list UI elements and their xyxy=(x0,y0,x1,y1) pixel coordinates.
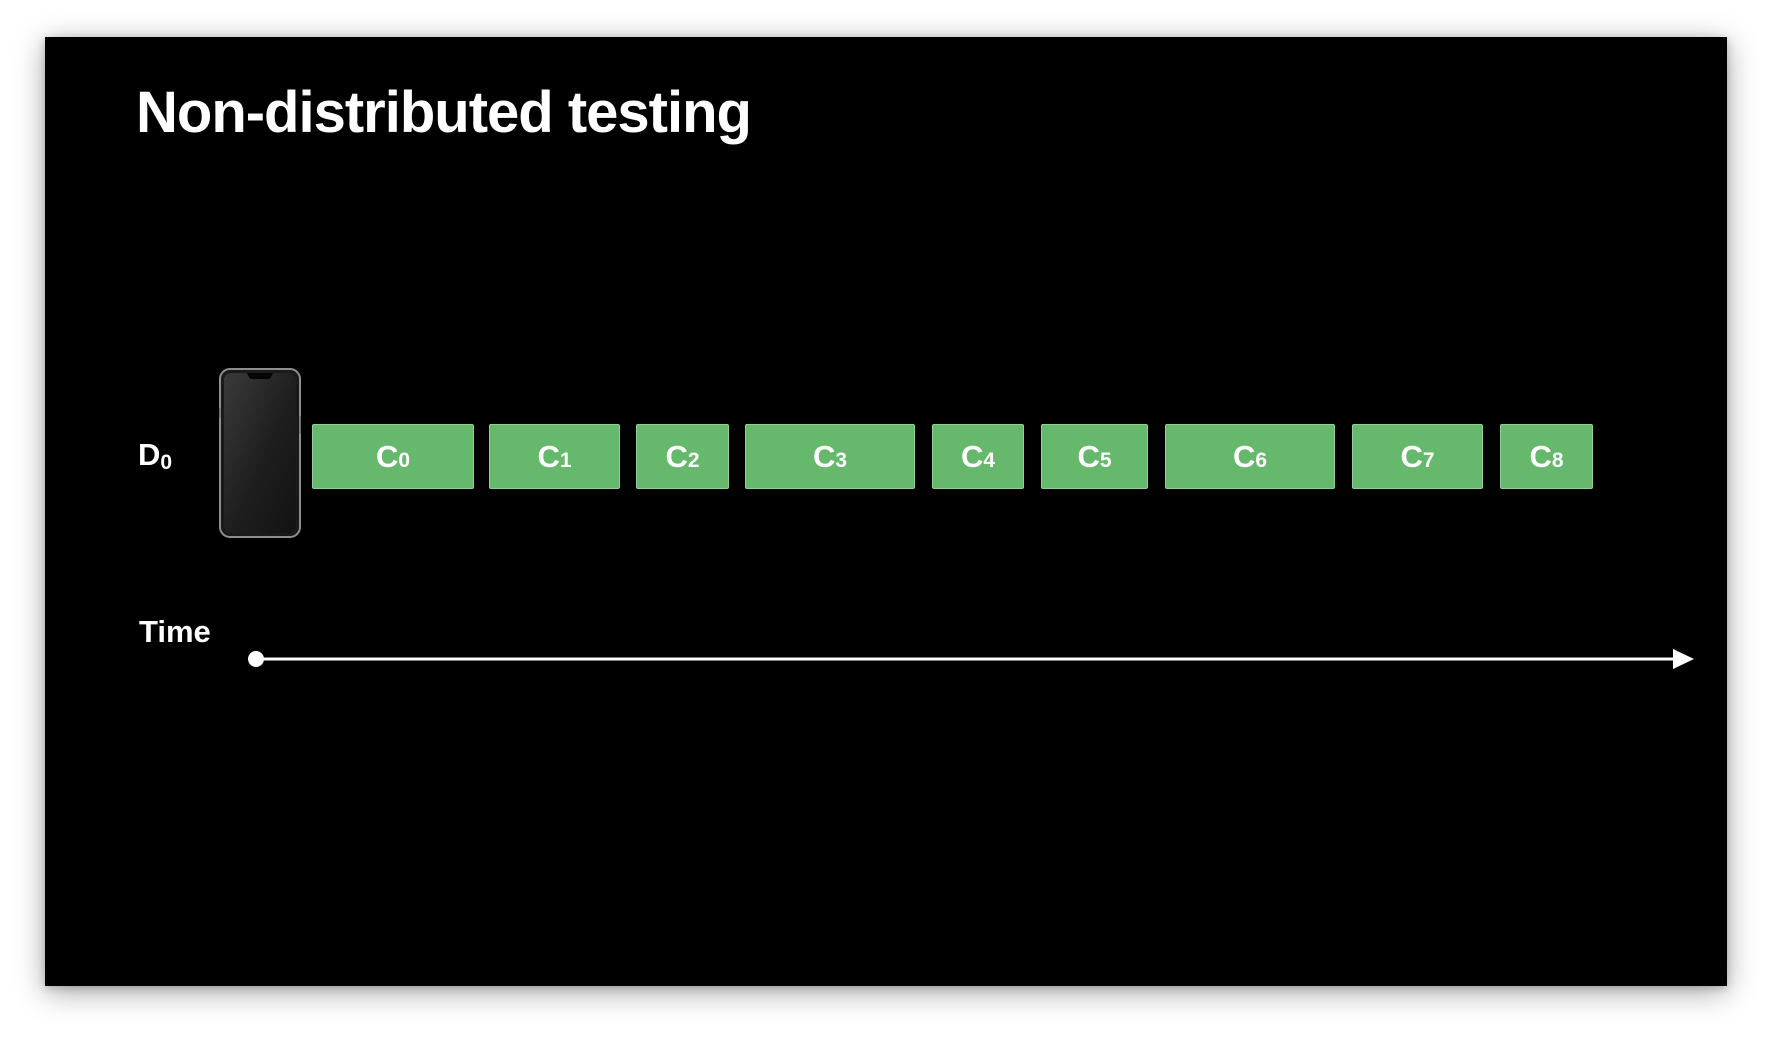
device-label-subscript: 0 xyxy=(160,451,173,474)
chunk-label-main: C xyxy=(812,438,836,474)
device-label: D0 xyxy=(138,437,173,474)
arrow-right-icon xyxy=(1673,649,1694,669)
chunk-label-subscript: 2 xyxy=(687,448,700,472)
chunk-label-main: C xyxy=(960,438,984,474)
slide-title: Non-distributed testing xyxy=(136,80,752,145)
chunk-label-subscript: 6 xyxy=(1255,448,1268,472)
chunk-label-main: C xyxy=(1400,438,1423,474)
device-label-main: D xyxy=(138,437,161,472)
chunk-label-subscript: 0 xyxy=(398,448,411,472)
chunk-label-subscript: 5 xyxy=(1099,448,1112,472)
chunk-label-main: C xyxy=(1232,438,1256,474)
timeline-arrow xyxy=(248,649,1694,669)
chunk-label-main: C xyxy=(537,438,560,474)
chunk-label-subscript: 3 xyxy=(835,448,848,472)
iphone-icon xyxy=(219,368,301,538)
chunk-label-main: C xyxy=(1529,438,1552,474)
chunk-label-subscript: 7 xyxy=(1422,448,1435,472)
timeline-label: Time xyxy=(139,614,211,649)
chunk-label-main: C xyxy=(1077,438,1100,474)
chunk-label-subscript: 1 xyxy=(559,448,572,472)
chunk-label-main: C xyxy=(665,438,688,474)
chunk-label-subscript: 8 xyxy=(1551,448,1564,472)
chunk-label-subscript: 4 xyxy=(983,448,996,472)
chunk-label-main: C xyxy=(375,438,399,474)
